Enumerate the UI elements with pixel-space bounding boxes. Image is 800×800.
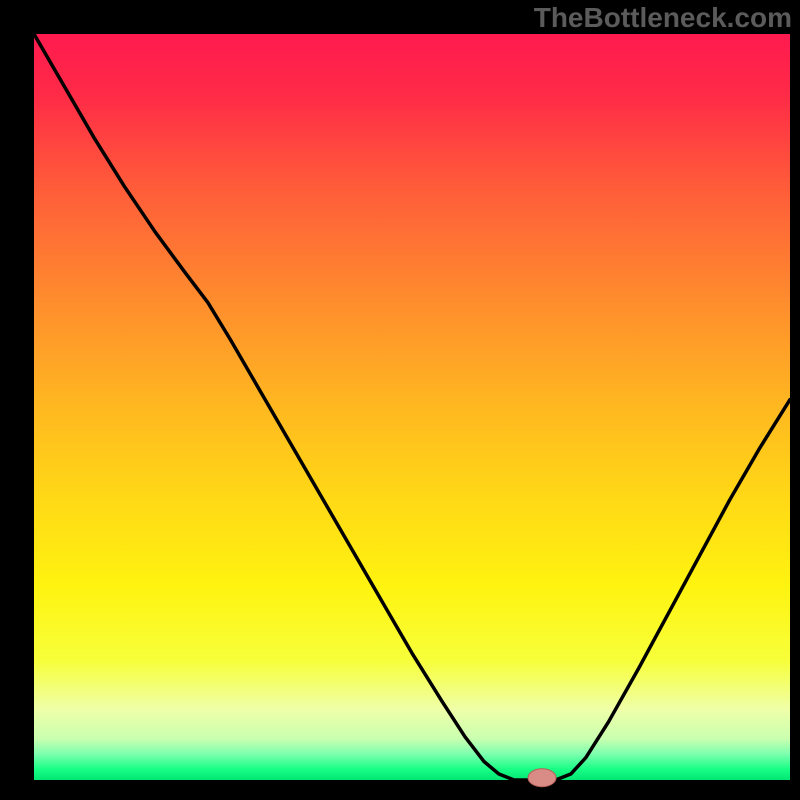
chart-svg [0, 0, 800, 800]
watermark-label: TheBottleneck.com [534, 2, 792, 34]
chart-stage: TheBottleneck.com [0, 0, 800, 800]
plot-area [34, 34, 790, 780]
optimal-marker [528, 769, 556, 787]
